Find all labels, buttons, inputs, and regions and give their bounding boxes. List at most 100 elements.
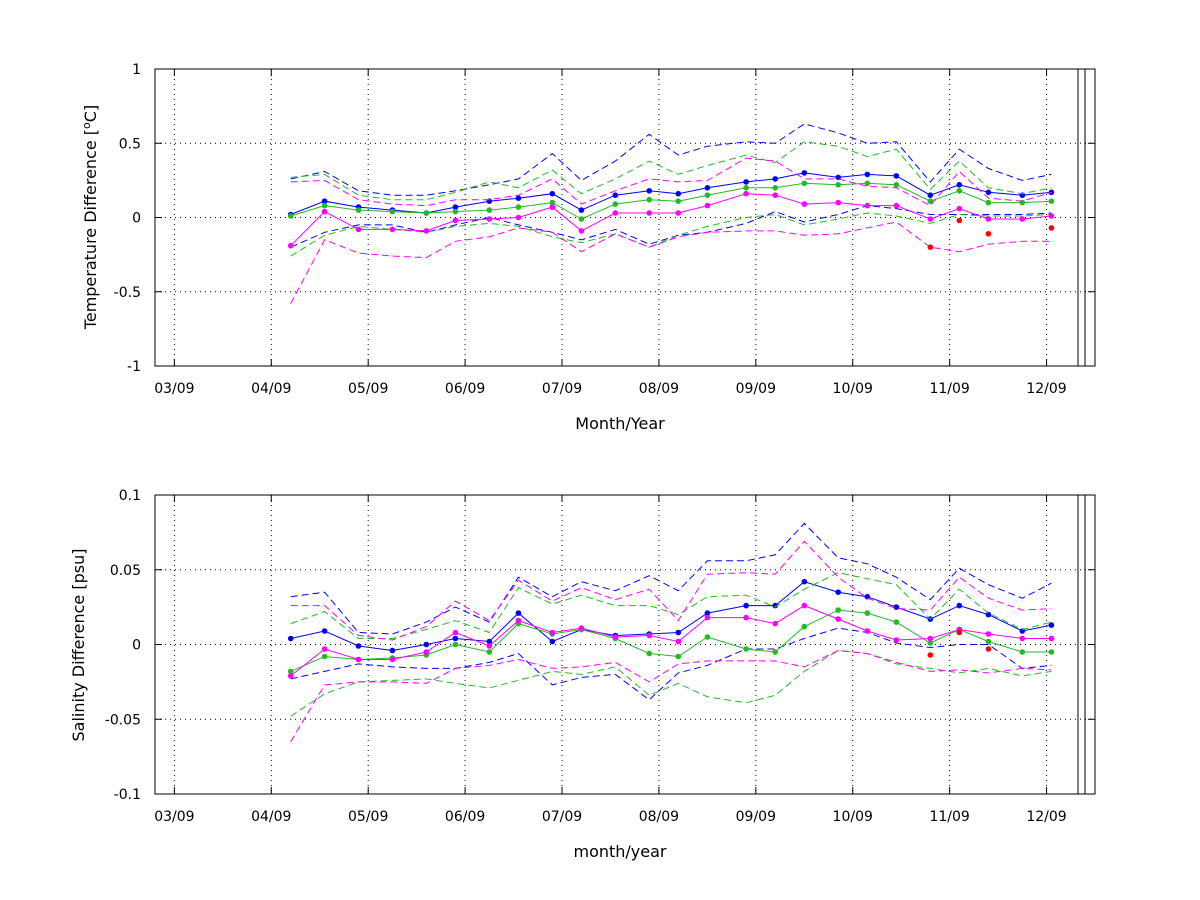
temperature-grid: [155, 68, 1095, 367]
temperature-series-2-point-21: [956, 205, 963, 212]
salinity-series-0-point-18: [864, 593, 871, 600]
temperature-y-axis-label: Temperature Difference [oC]: [80, 105, 100, 330]
temperature-plot: 03/09 04/09 05/09 06/09 07/09 08/09 09/09 10/09…: [80, 62, 1096, 433]
salinity-series-0-lower-bound: [290, 627, 1052, 701]
temperature-series-1-point-16: [801, 180, 808, 187]
salinity-series-2-point-12: [675, 638, 682, 645]
temperature-series-2-point-9: [578, 228, 585, 234]
salinity-x-tick-label-4: 07/09: [542, 809, 582, 825]
temperature-series-1-point-20: [927, 198, 934, 204]
salinity-series-2-upper-bound: [290, 540, 1052, 641]
salinity-series-2-point-17: [835, 616, 841, 622]
salinity-series-2-point-8: [549, 629, 556, 636]
temperature-series-1-point-1: [321, 202, 328, 209]
temperature-series-1-point-3: [389, 208, 396, 215]
salinity-series-0-point-22: [985, 611, 992, 618]
salinity-series-1-point-20: [927, 640, 934, 646]
salinity-x-tick-label-1: 04/09: [251, 809, 291, 825]
temperature-series-2-point-10: [612, 210, 619, 216]
temperature-series-2-point-3: [389, 226, 396, 233]
temperature-x-tick-label-7: 10/09: [833, 381, 873, 397]
salinity-series-1-point-11: [646, 650, 652, 657]
salinity-series-1-point-0: [287, 668, 294, 675]
temperature-series-2-point-6: [486, 216, 493, 222]
salinity-series-0-point-12: [675, 629, 682, 636]
temperature-series-2-point-0: [287, 242, 294, 249]
salinity-series-0-point-7: [515, 610, 522, 616]
salinity-y-tick-label-4: 0.1: [119, 488, 141, 504]
temperature-red-point-2: [985, 231, 992, 237]
salinity-series-0-point-5: [452, 635, 459, 642]
temperature-y-tick-label-1: -0.5: [114, 285, 141, 301]
salinity-series-2-point-11: [646, 632, 652, 639]
temperature-series-2-point-7: [515, 214, 522, 221]
temperature-series-1-upper-bound: [290, 141, 1052, 201]
salinity-series-2-point-5: [452, 629, 459, 636]
temperature-series-2-point-16: [801, 201, 808, 207]
temperature-red-point-0: [927, 244, 934, 250]
salinity-ticks: 03/09 04/09 05/09 06/09 07/09 08/09 09/09 10/09…: [105, 488, 1095, 825]
salinity-series-0-upper-bound: [290, 522, 1052, 635]
salinity-series-2-point-20: [927, 635, 934, 642]
temperature-ticks: 03/09 04/09 05/09 06/09 07/09 08/09 09/09 10/09…: [114, 62, 1095, 397]
salinity-series-1-point-19: [893, 619, 900, 625]
salinity-series-2-point-4: [423, 649, 430, 655]
salinity-series-1-point-6: [486, 649, 493, 655]
temperature-series-1-point-22: [985, 199, 992, 206]
salinity-series-1-lower-bound: [290, 649, 1052, 717]
temperature-series-2-point-1: [321, 208, 328, 215]
salinity-series-2-point-13: [704, 614, 711, 621]
temperature-series-0-point-20: [927, 192, 934, 198]
salinity-series-0-point-17: [835, 589, 841, 595]
salinity-y-tick-label-1: -0.05: [105, 712, 141, 728]
salinity-series-0-point-21: [956, 602, 963, 609]
salinity-series-0-point-19: [893, 604, 900, 610]
salinity-series-2-point-18: [864, 628, 871, 634]
temperature-series-1-point-21: [956, 188, 963, 194]
salinity-y-axis-label: Salinity Difference [psu]: [69, 549, 88, 742]
temperature-series-2-point-11: [646, 210, 652, 216]
temperature-series-0-point-8: [549, 190, 556, 197]
temperature-red-point-3: [1048, 225, 1055, 231]
salinity-series-2-point-16: [801, 602, 808, 609]
salinity-series-2-point-24: [1048, 635, 1055, 642]
temperature-x-tick-label-6: 09/09: [736, 381, 776, 397]
salinity-series-2-lower-bound: [290, 649, 1052, 742]
temperature-series-1-point-19: [893, 182, 900, 188]
salinity-series-2-point-0: [287, 673, 294, 679]
salinity-series: [287, 522, 1055, 742]
salinity-series-0-point-24: [1048, 622, 1055, 628]
temperature-series-1-point-2: [355, 207, 362, 213]
temperature-series-2-point-17: [835, 199, 841, 206]
salinity-series-0-point-13: [704, 610, 711, 616]
temperature-series-2-point-20: [927, 216, 934, 222]
salinity-x-tick-label-6: 09/09: [736, 809, 776, 825]
salinity-series-2-point-7: [515, 617, 522, 624]
salinity-x-tick-label-3: 06/09: [445, 809, 485, 825]
temperature-series-1-point-18: [864, 180, 871, 187]
salinity-series-0-point-1: [321, 628, 328, 634]
temperature-series-1-point-9: [578, 216, 585, 222]
temperature-series-0-point-22: [985, 189, 992, 196]
temperature-series-2-point-14: [743, 190, 749, 197]
temperature-series-1-lower-bound: [290, 212, 1052, 257]
salinity-x-tick-label-8: 11/09: [929, 809, 969, 825]
salinity-series-1-upper-bound: [290, 572, 1052, 639]
temperature-series-2-point-22: [985, 216, 992, 222]
salinity-series-0-point-8: [549, 638, 556, 645]
salinity-series-1-point-12: [675, 653, 682, 660]
temperature-series-1-point-8: [549, 199, 556, 206]
temperature-series-1-point-12: [675, 198, 682, 204]
temperature-series-2-point-24: [1048, 213, 1055, 219]
temperature-x-tick-label-8: 11/09: [929, 381, 969, 397]
salinity-series-1-point-23: [1019, 649, 1026, 655]
temperature-series-2-point-2: [355, 226, 362, 233]
temperature-x-tick-label-9: 12/09: [1026, 381, 1066, 397]
temperature-series-2-point-4: [423, 228, 430, 234]
salinity-series-2-point-2: [355, 656, 362, 663]
salinity-series-2-point-6: [486, 643, 493, 649]
salinity-series-1-point-22: [985, 638, 992, 645]
salinity-y-tick-label-3: 0.05: [110, 563, 141, 579]
temperature-series-0-point-10: [612, 192, 619, 198]
